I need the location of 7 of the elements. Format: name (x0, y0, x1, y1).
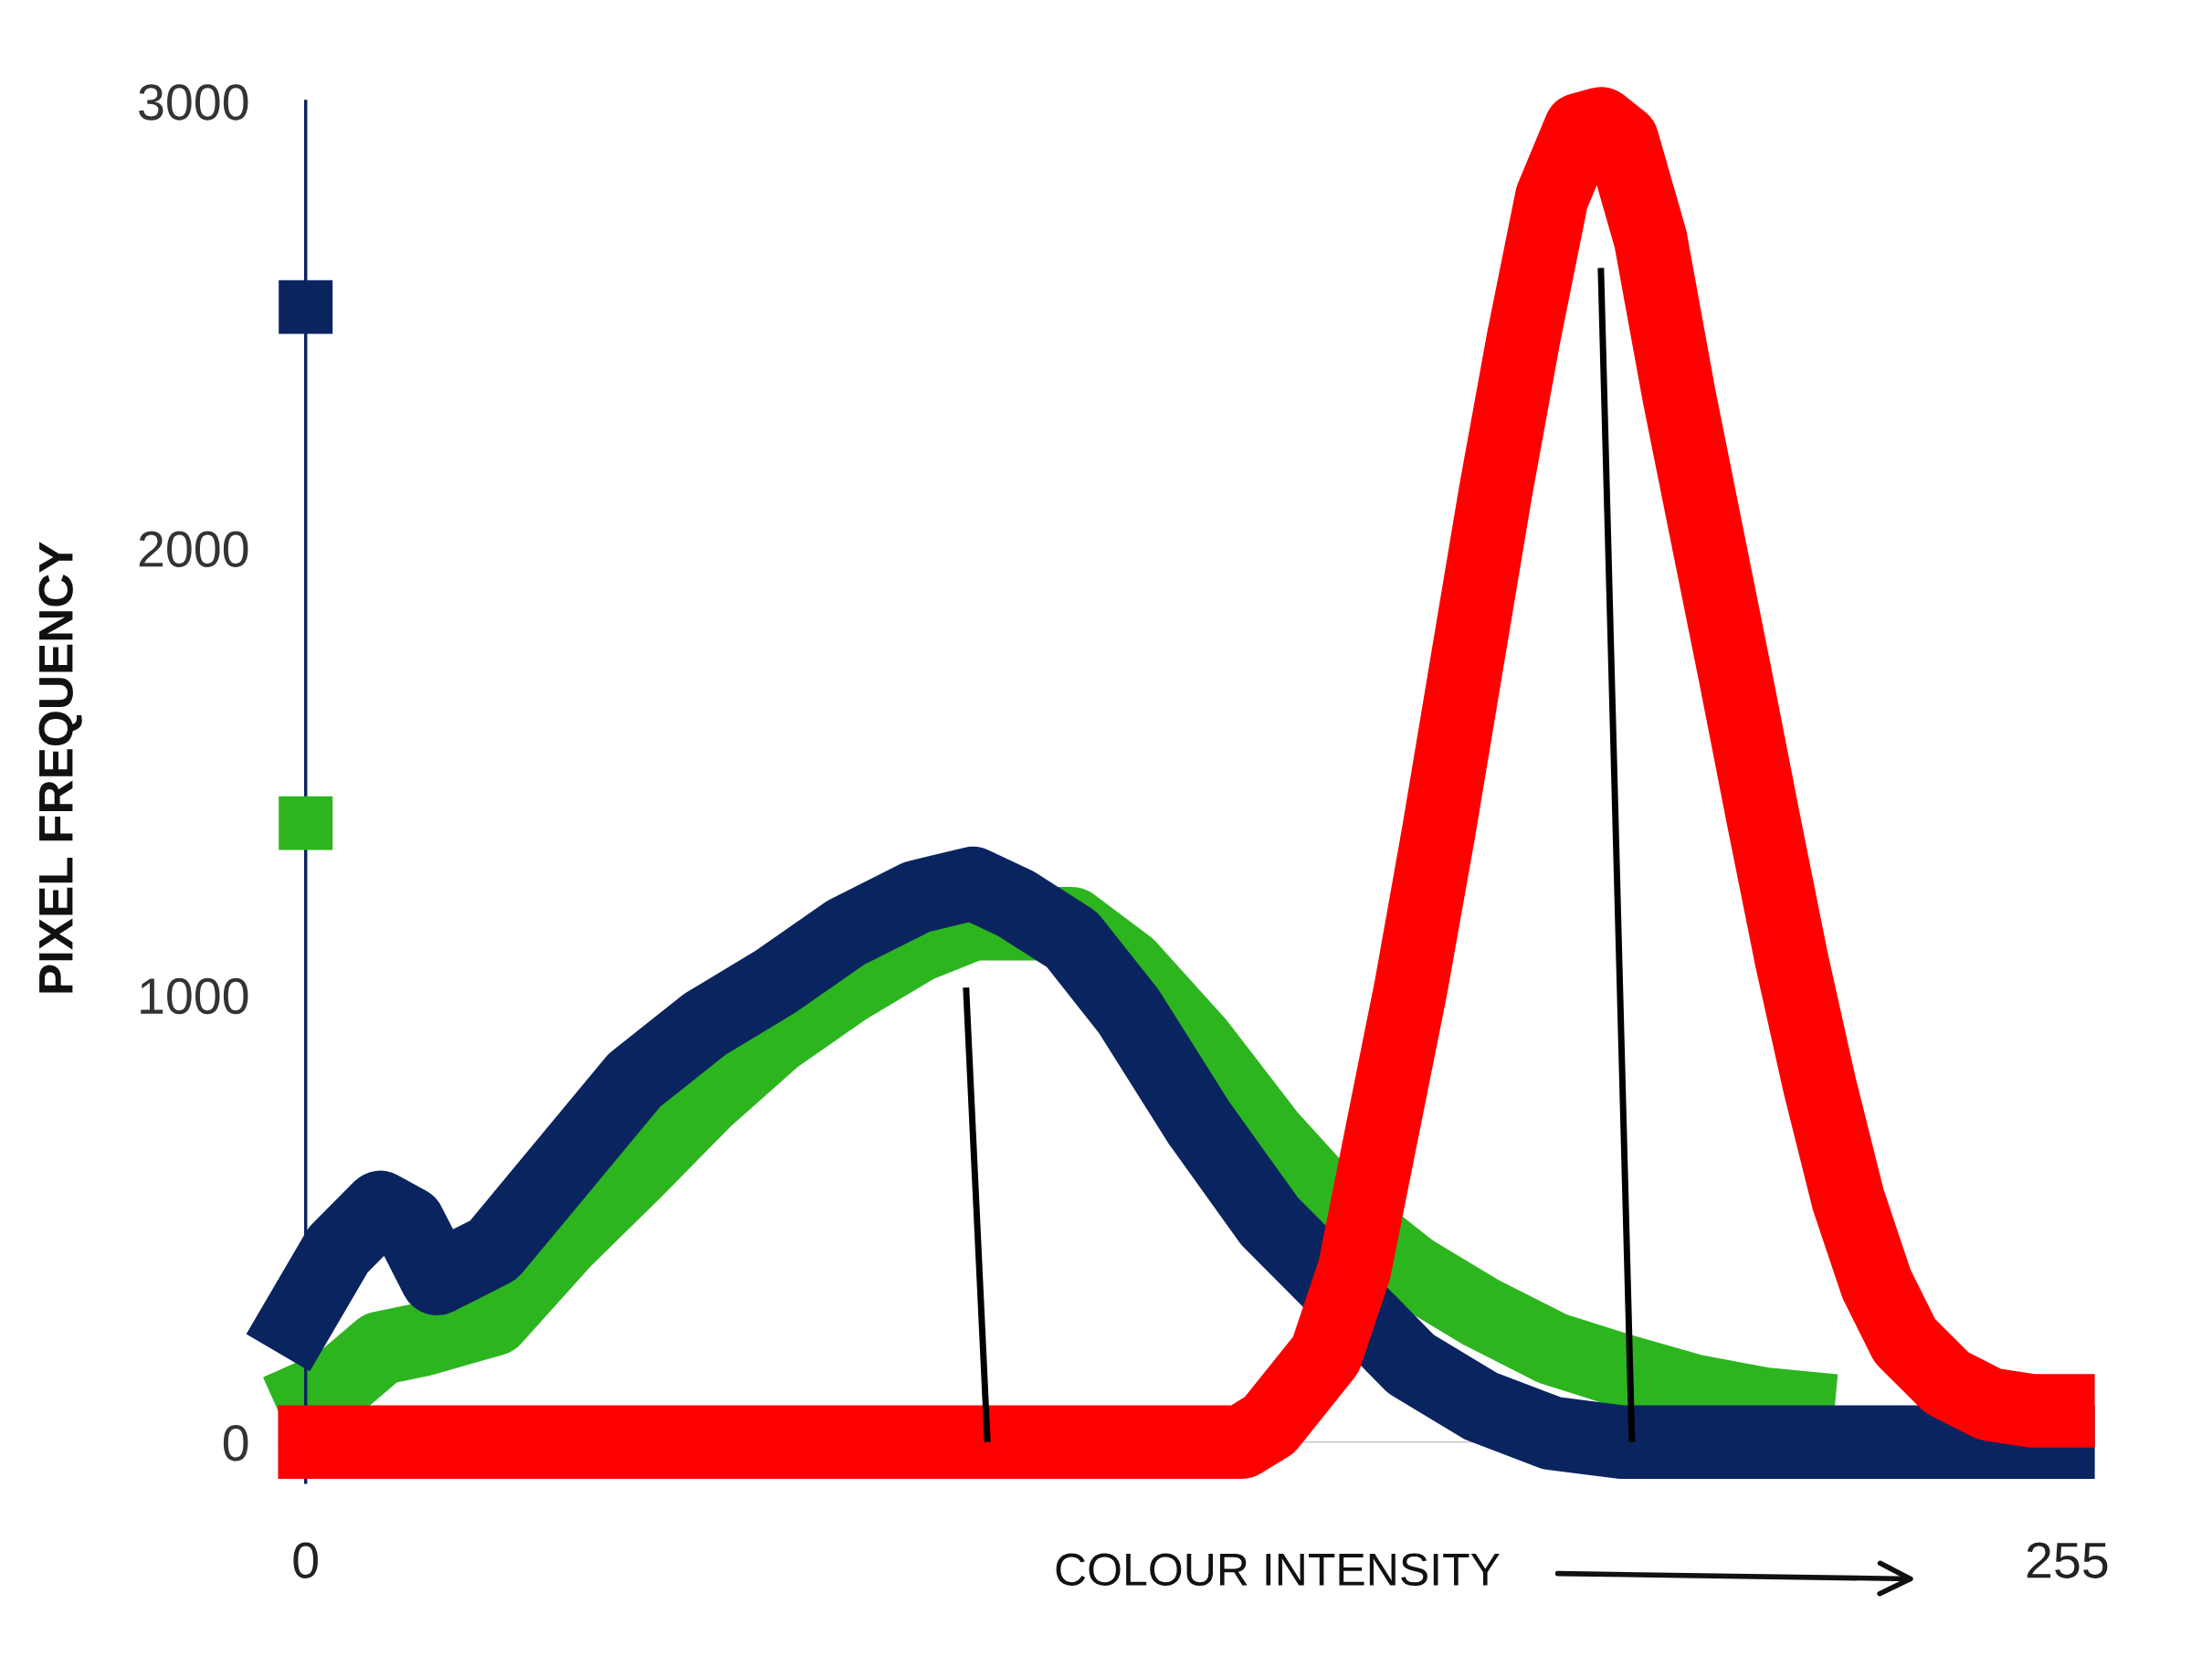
y-tick-label: 3000 (139, 84, 248, 121)
y-axis-title: PIXEL FREQUENCY (38, 542, 82, 993)
y-tick-label: 2000 (139, 531, 248, 567)
y-tick-label: 0 (223, 1425, 248, 1462)
y-tick-label: 1000 (141, 977, 248, 1015)
x-tick-label: 255 (2027, 1542, 2108, 1578)
x-axis-title: COLOUR INTENSITY (1056, 1553, 1500, 1587)
